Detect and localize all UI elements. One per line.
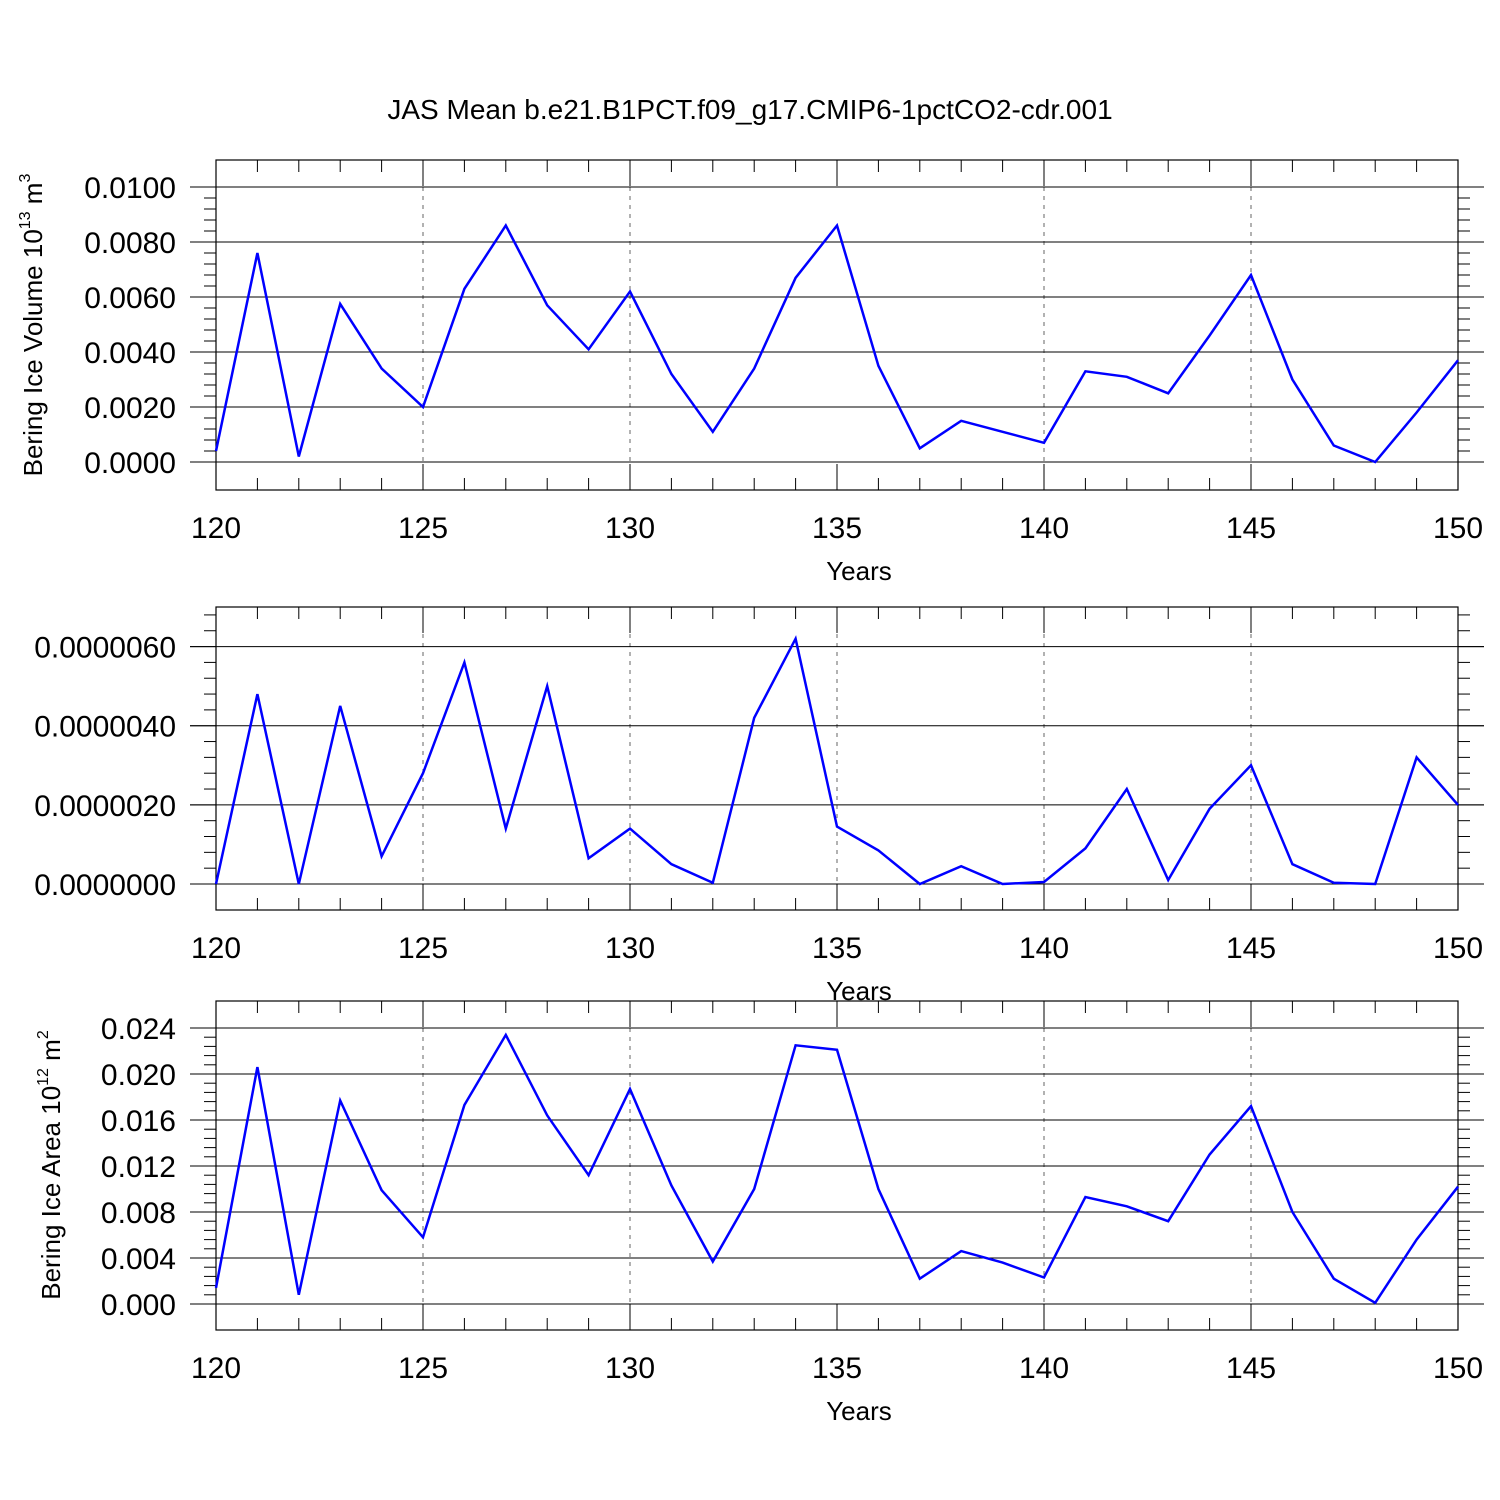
x-tick-label: 145: [1226, 512, 1276, 545]
x-tick-label: 130: [605, 512, 655, 545]
y-tick-label: 0.0060: [84, 282, 176, 315]
x-tick-label: 130: [605, 932, 655, 965]
x-axis-label: Years: [826, 556, 892, 586]
y-tick-label: 0.0020: [84, 392, 176, 425]
y-axis-label: Bering Ice Area 1012 m2: [35, 1030, 66, 1300]
series-line: [214, 222, 1459, 464]
x-tick-label: 140: [1019, 512, 1069, 545]
x-tick-label: 120: [191, 1352, 241, 1385]
y-tick-label: 0.0000: [84, 447, 176, 480]
x-tick-label: 145: [1226, 932, 1276, 965]
x-tick-label: 135: [812, 1352, 862, 1385]
y-axis-label: Bering Ice Volume 1013 m3: [17, 174, 48, 477]
x-tick-label: 125: [398, 932, 448, 965]
x-tick-label: 120: [191, 932, 241, 965]
x-tick-label: 135: [812, 512, 862, 545]
y-tick-label: 0.0000020: [34, 790, 176, 823]
panel-ice-area: 120 125 130 135 140 145 150 Years 0.000 0.004 0.00…: [35, 1000, 1484, 1426]
x-tick-label: 130: [605, 1352, 655, 1385]
y-tick-label: 0.0100: [84, 172, 176, 205]
page-title: JAS Mean b.e21.B1PCT.f09_g17.CMIP6-1pctC…: [387, 94, 1113, 125]
y-tick-label: 0.020: [101, 1059, 176, 1092]
x-tick-label: 125: [398, 1352, 448, 1385]
x-axis-label: Years: [826, 1396, 892, 1426]
x-tick-label: 150: [1433, 1352, 1483, 1385]
x-tick-label: 145: [1226, 1352, 1276, 1385]
y-tick-label: 0.016: [101, 1105, 176, 1138]
y-tick-label: 0.024: [101, 1013, 176, 1046]
x-tick-label: 150: [1433, 512, 1483, 545]
y-tick-label: 0.004: [101, 1243, 176, 1276]
y-tick-label: 0.0080: [84, 227, 176, 260]
x-tick-label: 140: [1019, 932, 1069, 965]
y-tick-label: 0.012: [101, 1151, 176, 1184]
x-tick-label: 125: [398, 512, 448, 545]
x-tick-label: 120: [191, 512, 241, 545]
panel-ice-volume: 120 125 130 135 140 145 150 Years 0.0000 0.0020 0.…: [17, 159, 1484, 586]
panel-middle: 120 125 130 135 140 145 150Years0.00000000.000…: [34, 606, 1484, 1006]
y-tick-label: 0.0000060: [34, 632, 176, 665]
x-tick-label: 150: [1433, 932, 1483, 965]
x-tick-label: 140: [1019, 1352, 1069, 1385]
series-line: [214, 1032, 1459, 1305]
y-tick-label: 0.0000040: [34, 711, 176, 744]
y-tick-label: 0.000: [101, 1289, 176, 1322]
y-tick-label: 0.0000000: [34, 869, 176, 902]
x-tick-label: 135: [812, 932, 862, 965]
y-tick-label: 0.008: [101, 1197, 176, 1230]
y-tick-label: 0.0040: [84, 337, 176, 370]
